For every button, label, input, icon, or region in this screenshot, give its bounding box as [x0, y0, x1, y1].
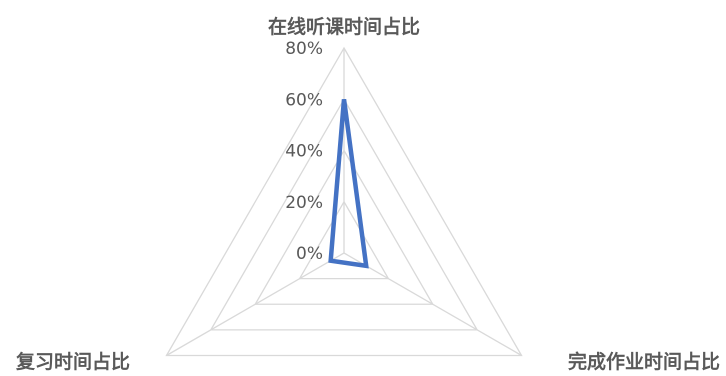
- grid-ring-4: [165, 46, 523, 357]
- grid-ring-2: [254, 149, 434, 305]
- axis-spoke-2: [166, 252, 345, 357]
- radar-tick-labels: 0% 20% 40% 60% 80%: [285, 39, 323, 264]
- radar-series: [328, 98, 369, 269]
- grid-ring-3: [209, 97, 479, 331]
- series-line-0: [328, 98, 369, 269]
- radar-spokes: [166, 48, 522, 357]
- axis-spoke-1: [343, 252, 522, 357]
- axis-label-0: 在线听课时间占比: [268, 15, 420, 38]
- grid-ring-1: [298, 200, 390, 280]
- tick-label: 60%: [285, 90, 323, 110]
- axis-label-2: 复习时间占比: [15, 350, 130, 373]
- tick-label: 80%: [285, 39, 323, 59]
- tick-label: 40%: [285, 142, 323, 162]
- tick-label: 0%: [296, 244, 323, 264]
- radar-grid: [165, 46, 523, 357]
- tick-label: 20%: [285, 193, 323, 213]
- axis-label-1: 完成作业时间占比: [568, 350, 720, 373]
